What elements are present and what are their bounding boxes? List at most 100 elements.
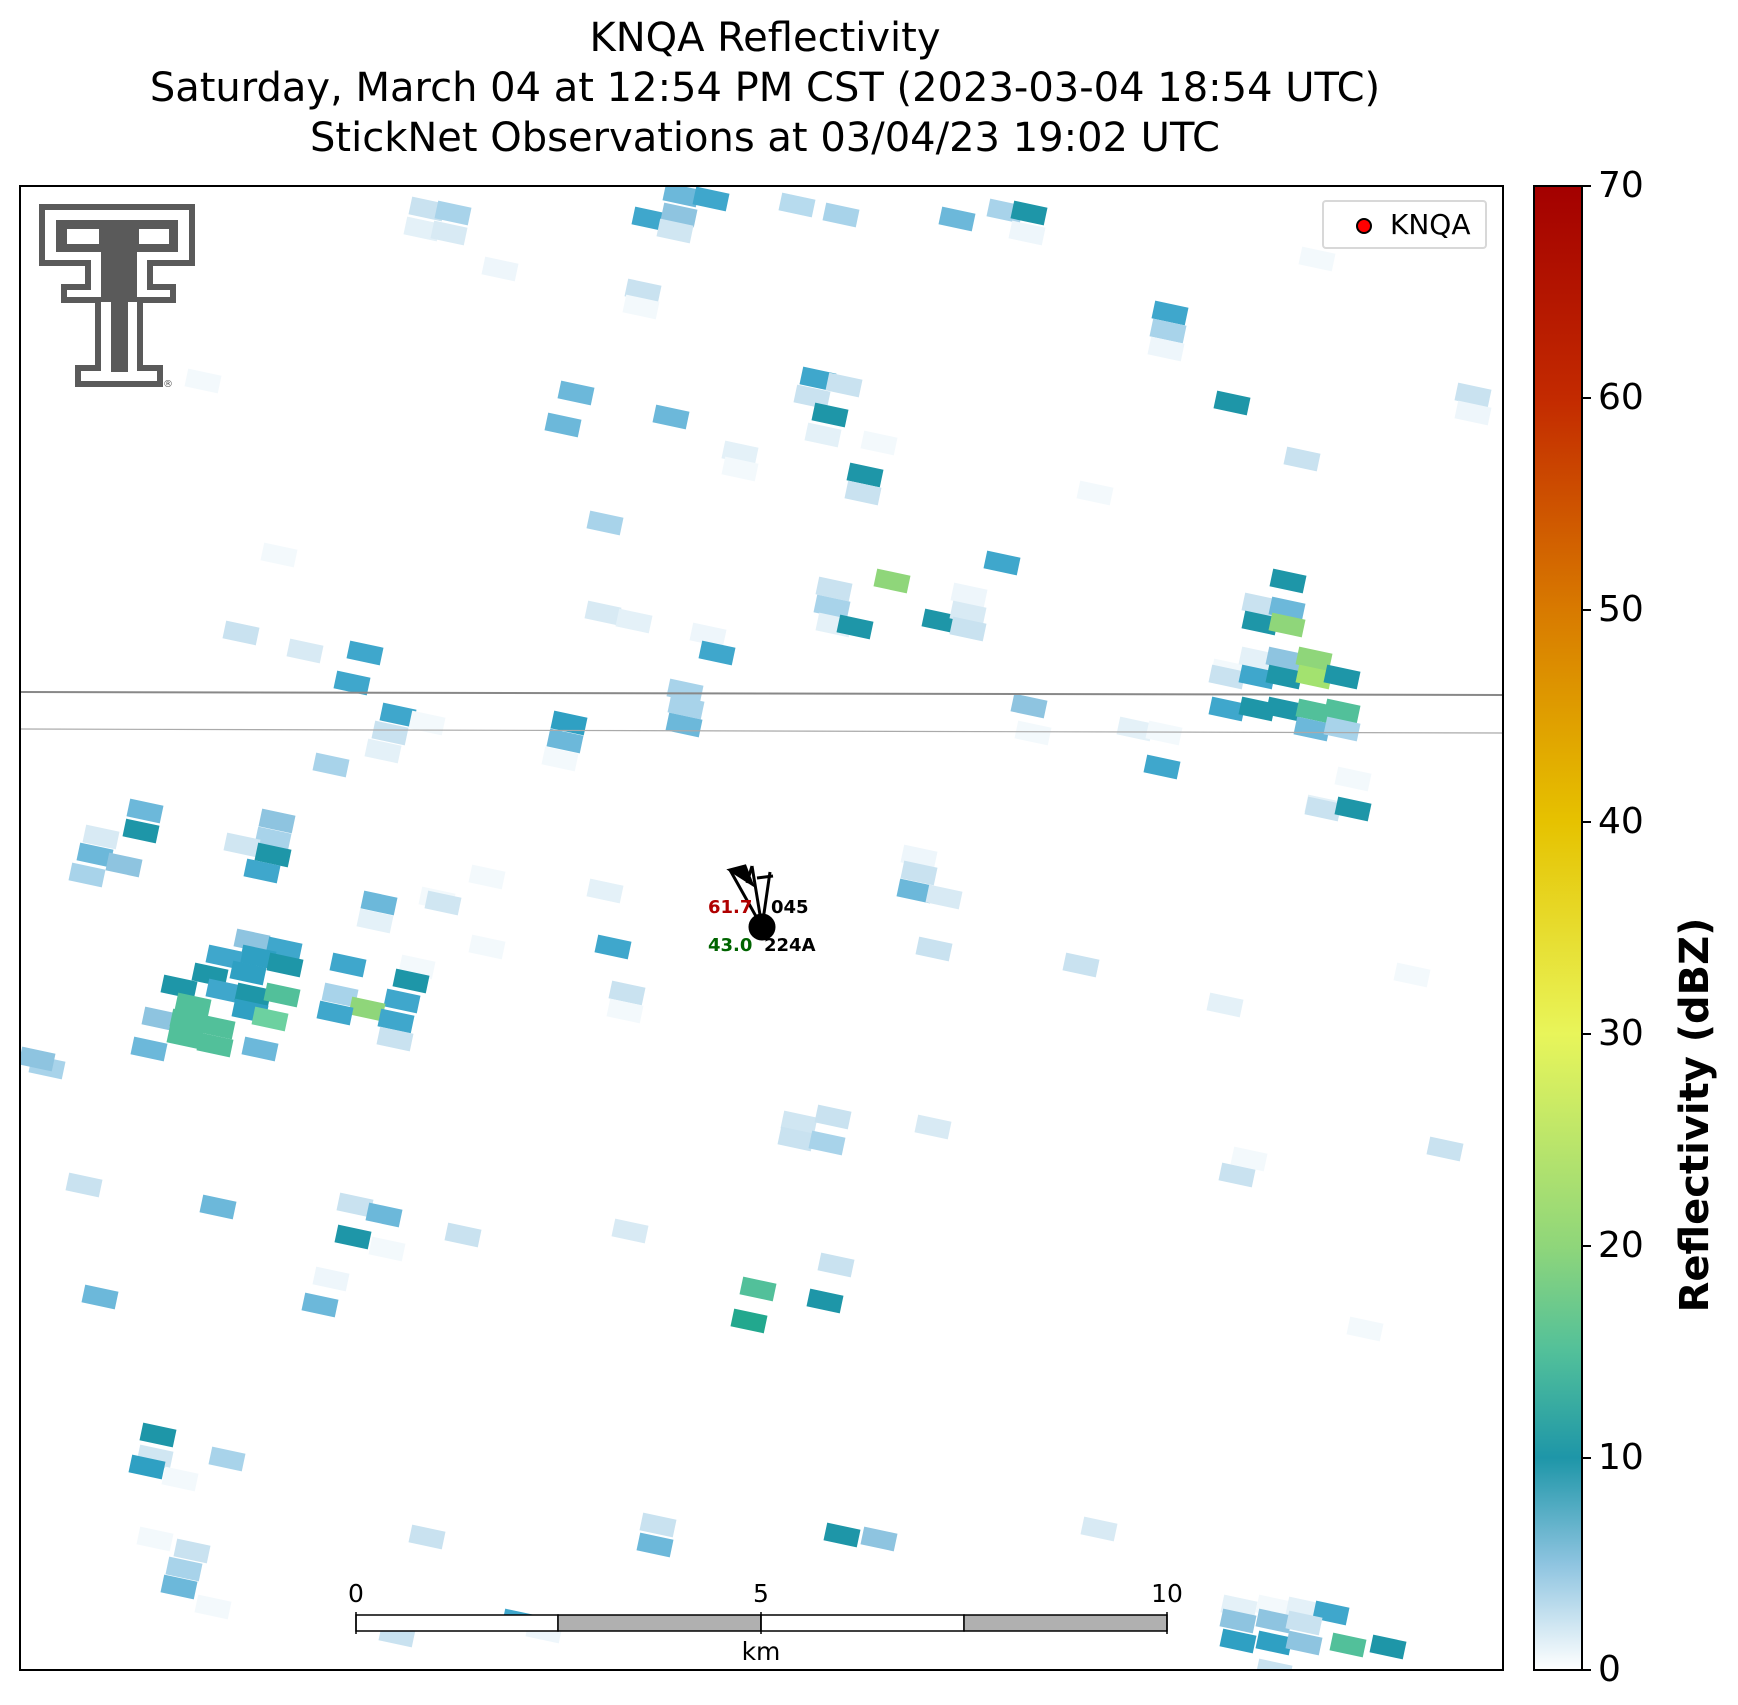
- reflectivity-gate: [721, 456, 759, 482]
- legend-label: KNQA: [1390, 208, 1471, 241]
- reflectivity-gate: [364, 738, 402, 764]
- colorbar-tick-label: 60: [1598, 377, 1644, 418]
- reflectivity-gate: [544, 412, 582, 438]
- reflectivity-gate: [611, 1218, 649, 1244]
- reflectivity-gate: [1218, 1162, 1256, 1188]
- scale-unit: km: [741, 1637, 781, 1666]
- colorbar-tick-label: 30: [1598, 1013, 1644, 1054]
- reflectivity-gate: [258, 808, 296, 834]
- colorbar-tick-label: 50: [1598, 589, 1644, 630]
- reflectivity-gate: [860, 1526, 898, 1552]
- reflectivity-gate: [1334, 766, 1372, 792]
- reflectivity-gate: [444, 1222, 482, 1248]
- reflectivity-gate: [141, 1006, 179, 1032]
- reflectivity-gate: [65, 1172, 103, 1198]
- reflectivity-gate: [793, 384, 831, 410]
- colorbar-tick-label: 40: [1598, 801, 1644, 842]
- reflectivity-gate: [165, 1556, 203, 1582]
- reflectivity-gate: [130, 1036, 168, 1062]
- reflectivity-gate: [336, 1192, 374, 1218]
- plot-frame: [19, 185, 1504, 1671]
- reflectivity-gate: [541, 746, 579, 772]
- reflectivity-gate: [546, 728, 584, 754]
- reflectivity-gate: [636, 1532, 674, 1558]
- reflectivity-gate: [365, 1202, 403, 1228]
- reflectivity-gate: [468, 864, 506, 890]
- reflectivity-gate: [128, 1454, 166, 1480]
- reflectivity-gate: [1206, 992, 1244, 1018]
- reflectivity-gate: [239, 944, 277, 970]
- reflectivity-gate: [815, 576, 853, 602]
- range-line-upper: [19, 691, 1504, 696]
- reflectivity-gate: [1219, 1608, 1257, 1634]
- reflectivity-gate: [1208, 696, 1246, 722]
- reflectivity-gate: [251, 1006, 289, 1032]
- reflectivity-gate: [814, 1104, 852, 1130]
- reflectivity-gate: [606, 998, 644, 1024]
- reflectivity-gate: [1283, 446, 1321, 472]
- reflectivity-gate: [656, 218, 694, 244]
- reflectivity-gate: [1238, 664, 1276, 690]
- station-id: 224A: [764, 935, 816, 956]
- reflectivity-gate: [1080, 1516, 1118, 1542]
- reflectivity-gate: [925, 884, 963, 910]
- reflectivity-gate: [1265, 696, 1303, 722]
- reflectivity-gate: [550, 710, 588, 736]
- reflectivity-gate: [196, 1032, 234, 1058]
- colorbar-title: Reflectivity (dBZ): [1672, 917, 1718, 1313]
- reflectivity-gate: [229, 960, 267, 986]
- reflectivity-gate: [983, 550, 1021, 576]
- reflectivity-gate: [81, 1284, 119, 1310]
- reflectivity-gate: [408, 1524, 446, 1550]
- colorbar-tick-label: 10: [1598, 1437, 1644, 1478]
- reflectivity-gate: [223, 832, 261, 858]
- reflectivity-gate: [122, 818, 160, 844]
- reflectivity-gate: [594, 934, 632, 960]
- reflectivity-gate: [360, 890, 398, 916]
- reflectivity-gate: [356, 908, 394, 934]
- reflectivity-gate: [1334, 796, 1372, 822]
- colorbar-tick-label: 20: [1598, 1225, 1644, 1266]
- reflectivity-gate: [346, 640, 384, 666]
- reflectivity-gate: [811, 402, 849, 428]
- reflectivity-gate: [844, 480, 882, 506]
- reflectivity-gate: [1269, 568, 1307, 594]
- reflectivity-gate: [377, 1008, 415, 1034]
- scale-tick-10: 10: [1151, 1579, 1183, 1608]
- reflectivity-gate: [1369, 1634, 1407, 1660]
- reflectivity-gate: [1295, 698, 1333, 724]
- reflectivity-gate: [557, 380, 595, 406]
- reflectivity-gate: [915, 936, 953, 962]
- reflectivity-pixels: [20, 186, 1492, 1670]
- reflectivity-gate: [1285, 1610, 1323, 1636]
- reflectivity-gate: [1295, 646, 1333, 672]
- reflectivity-gate: [1230, 1146, 1268, 1172]
- reflectivity-gate: [408, 710, 446, 736]
- reflectivity-gate: [424, 890, 462, 916]
- reflectivity-gate: [316, 1000, 354, 1026]
- reflectivity-gate: [260, 542, 298, 568]
- reflectivity-gate: [1145, 720, 1183, 746]
- reflectivity-gate: [1454, 400, 1492, 426]
- reflectivity-gate: [662, 186, 700, 208]
- reflectivity-gate: [1149, 318, 1187, 344]
- reflectivity-gate: [692, 186, 730, 212]
- reflectivity-gate: [334, 1224, 372, 1250]
- reflectivity-gate: [222, 620, 260, 646]
- reflectivity-gate: [194, 1594, 232, 1620]
- reflectivity-gate: [184, 368, 222, 394]
- reflectivity-gate: [1010, 200, 1048, 226]
- reflectivity-gate: [823, 1522, 861, 1548]
- reflectivity-gate: [173, 1538, 211, 1564]
- legend: KNQA: [1322, 200, 1487, 249]
- reflectivity-gate: [368, 1236, 406, 1262]
- reflectivity-gate: [1323, 716, 1361, 742]
- reflectivity-gate: [136, 1526, 174, 1552]
- reflectivity-gate: [1329, 1632, 1367, 1658]
- reflectivity-gate: [254, 842, 292, 868]
- reflectivity-gate: [900, 860, 938, 886]
- reflectivity-gate: [1143, 754, 1181, 780]
- reflectivity-gate: [822, 202, 860, 228]
- reflectivity-gate: [263, 982, 301, 1008]
- reflectivity-gate: [1147, 336, 1185, 362]
